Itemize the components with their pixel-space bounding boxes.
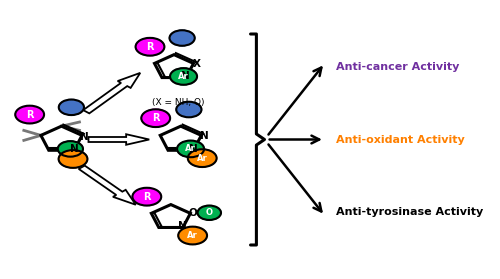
Circle shape [170, 30, 194, 46]
Text: N: N [200, 131, 208, 141]
Text: R: R [152, 113, 160, 123]
Text: N: N [70, 144, 78, 154]
Circle shape [177, 141, 204, 157]
Text: O: O [206, 208, 213, 217]
Text: N: N [182, 71, 190, 81]
Text: Anti-cancer Activity: Anti-cancer Activity [336, 62, 460, 72]
Text: N: N [178, 221, 187, 231]
Text: Ar: Ar [188, 231, 198, 240]
Text: (X = NH, O): (X = NH, O) [152, 98, 205, 107]
Circle shape [58, 141, 83, 157]
Circle shape [16, 106, 44, 123]
Circle shape [198, 206, 221, 220]
Text: Ar: Ar [185, 145, 196, 153]
Circle shape [58, 150, 87, 168]
Circle shape [132, 188, 161, 206]
Polygon shape [41, 126, 82, 150]
Polygon shape [152, 205, 190, 227]
FancyArrow shape [88, 134, 150, 145]
Circle shape [170, 68, 197, 85]
Text: N: N [188, 144, 198, 154]
Text: X: X [192, 59, 200, 69]
Text: N: N [80, 132, 88, 142]
Circle shape [142, 109, 170, 127]
Circle shape [136, 38, 164, 56]
Text: R: R [146, 42, 154, 52]
Text: Ar: Ar [197, 154, 207, 163]
Text: Ar: Ar [178, 72, 189, 81]
Circle shape [188, 149, 216, 167]
Text: R: R [26, 110, 34, 120]
FancyArrow shape [78, 166, 136, 205]
Text: Anti-oxidant Activity: Anti-oxidant Activity [336, 134, 465, 145]
Polygon shape [160, 126, 202, 150]
Text: Anti-tyrosinase Activity: Anti-tyrosinase Activity [336, 207, 484, 217]
Circle shape [178, 227, 207, 244]
Text: R: R [143, 192, 150, 202]
Circle shape [59, 100, 84, 115]
Text: O: O [188, 208, 198, 218]
Polygon shape [154, 55, 194, 78]
Circle shape [176, 102, 202, 117]
FancyArrow shape [83, 73, 140, 113]
